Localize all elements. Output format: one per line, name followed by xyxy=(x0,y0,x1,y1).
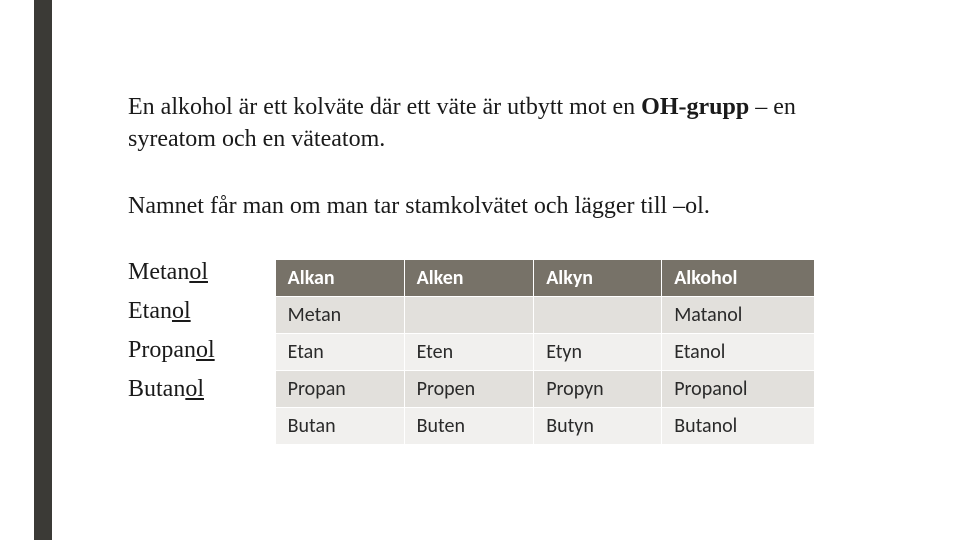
list-item: Propanol xyxy=(128,337,215,364)
table-cell: Matanol xyxy=(662,297,814,334)
accent-bar xyxy=(34,0,52,540)
slide-content: En alkohol är ett kolväte där ett väte ä… xyxy=(128,92,888,445)
table-cell: Buten xyxy=(404,408,534,445)
table-cell: Eten xyxy=(404,334,534,371)
table-cell: Etanol xyxy=(662,334,814,371)
table-cell xyxy=(534,297,662,334)
list-suffix: ol xyxy=(172,298,191,324)
table-cell: Butyn xyxy=(534,408,662,445)
para1-bold: OH-grupp xyxy=(641,94,749,120)
list-suffix: ol xyxy=(185,376,204,402)
table-cell xyxy=(404,297,534,334)
list-item: Metanol xyxy=(128,259,215,286)
table-header: Alkohol xyxy=(662,260,814,297)
table-cell: Metan xyxy=(275,297,404,334)
list-item: Etanol xyxy=(128,298,215,325)
lower-row: Metanol Etanol Propanol Butanol Alkan Al… xyxy=(128,259,888,445)
table-row: Metan Matanol xyxy=(275,297,814,334)
table-row: Propan Propen Propyn Propanol xyxy=(275,371,814,408)
table-cell: Etan xyxy=(275,334,404,371)
table-cell: Propanol xyxy=(662,371,814,408)
paragraph-2: Namnet får man om man tar stamkolvätet o… xyxy=(128,191,888,223)
list-stem: Butan xyxy=(128,376,185,402)
table-cell: Propyn xyxy=(534,371,662,408)
table-header-row: Alkan Alken Alkyn Alkohol xyxy=(275,260,814,297)
table-header: Alkyn xyxy=(534,260,662,297)
list-stem: Propan xyxy=(128,337,196,363)
list-suffix: ol xyxy=(196,337,215,363)
table-cell: Propan xyxy=(275,371,404,408)
list-stem: Metan xyxy=(128,259,189,285)
table-row: Etan Eten Etyn Etanol xyxy=(275,334,814,371)
table-header: Alkan xyxy=(275,260,404,297)
paragraph-1: En alkohol är ett kolväte där ett väte ä… xyxy=(128,92,888,155)
list-stem: Etan xyxy=(128,298,172,324)
table-cell: Etyn xyxy=(534,334,662,371)
table-cell: Butanol xyxy=(662,408,814,445)
para1-pre: En alkohol är ett kolväte där ett väte ä… xyxy=(128,94,641,120)
list-suffix: ol xyxy=(189,259,208,285)
hydrocarbon-table: Alkan Alken Alkyn Alkohol Metan Matanol … xyxy=(275,259,815,445)
table-cell: Butan xyxy=(275,408,404,445)
table-header: Alken xyxy=(404,260,534,297)
list-item: Butanol xyxy=(128,376,215,403)
table-row: Butan Buten Butyn Butanol xyxy=(275,408,814,445)
table-cell: Propen xyxy=(404,371,534,408)
alcohol-list: Metanol Etanol Propanol Butanol xyxy=(128,259,215,445)
